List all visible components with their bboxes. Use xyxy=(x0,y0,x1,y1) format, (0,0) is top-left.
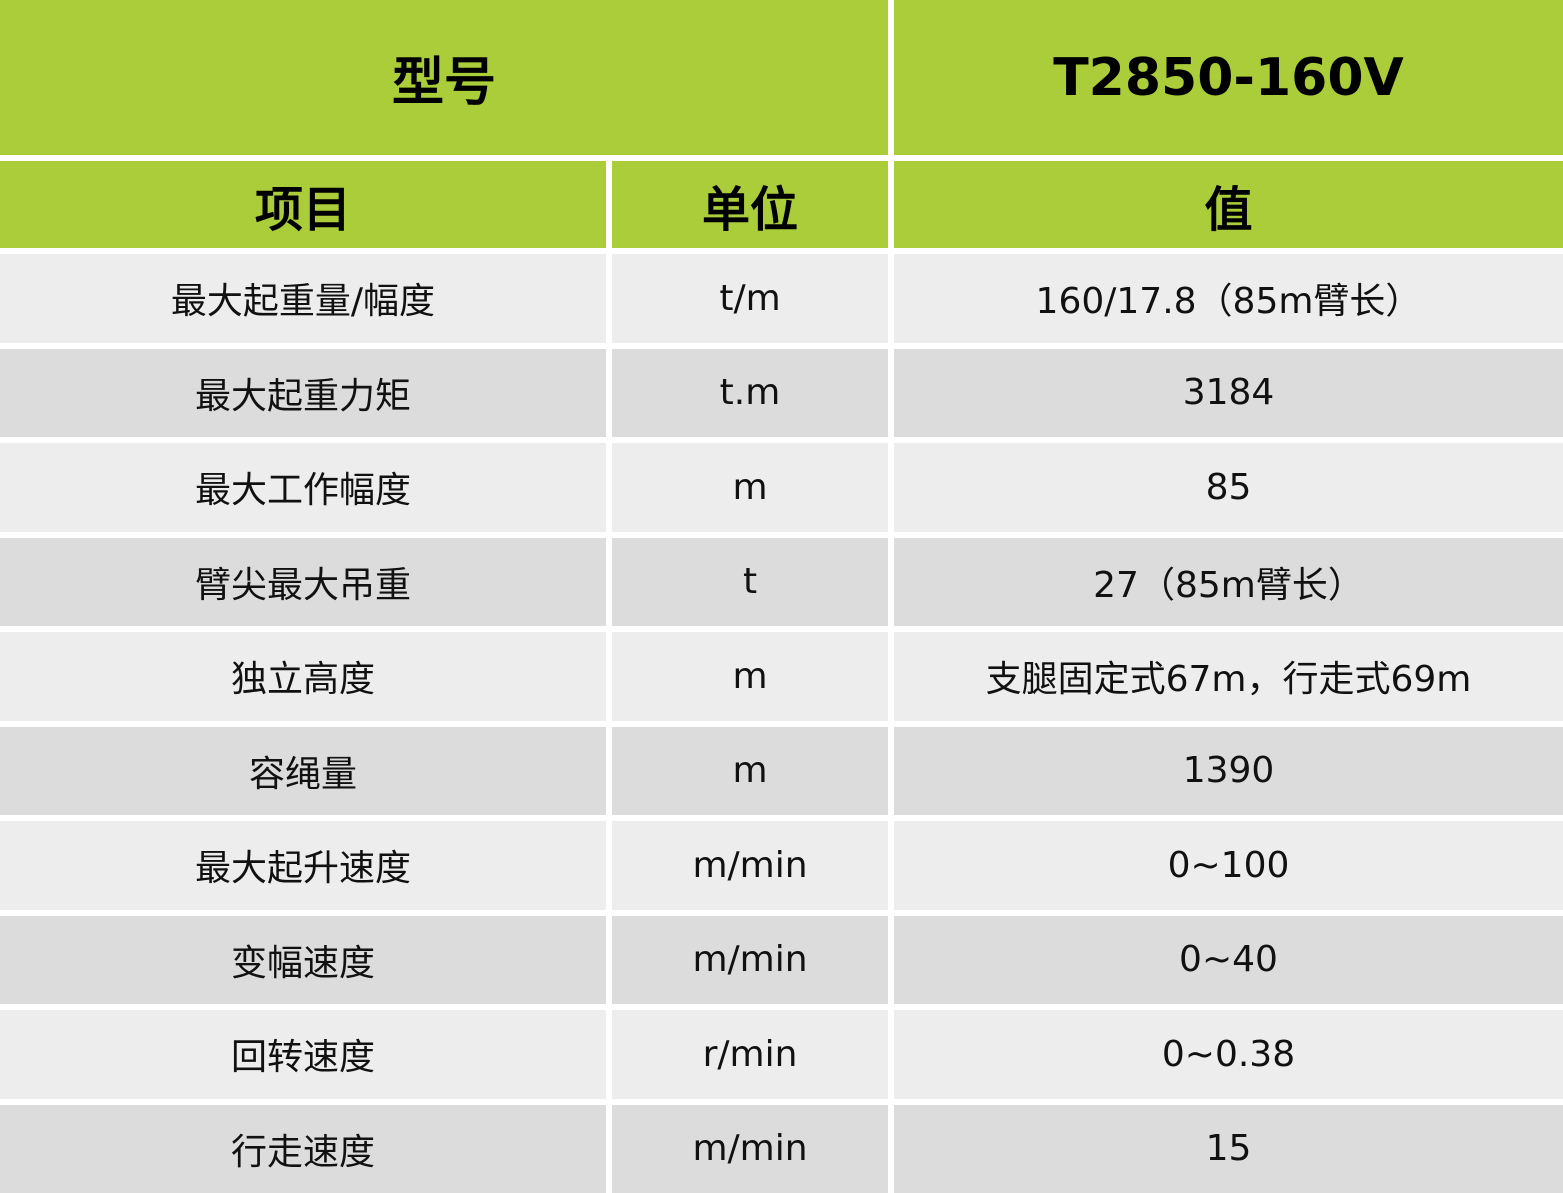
table-cell-item: 最大起重量/幅度 xyxy=(0,254,606,343)
table-cell-item: 最大起重力矩 xyxy=(0,348,606,437)
table-cell-unit: m xyxy=(612,443,888,532)
table-cell-value: 3184 xyxy=(894,348,1563,437)
table-cell-unit: m xyxy=(612,726,888,815)
table-cell-value: 27（85m臂长） xyxy=(894,537,1563,626)
column-header-item: 项目 xyxy=(0,161,606,248)
table-cell-item: 回转速度 xyxy=(0,1010,606,1099)
table-cell-value: 160/17.8（85m臂长） xyxy=(894,254,1563,343)
table-cell-item: 变幅速度 xyxy=(0,915,606,1004)
table-cell-unit: m/min xyxy=(612,821,888,910)
table-cell-value: 1390 xyxy=(894,726,1563,815)
table-cell-value: 0~40 xyxy=(894,915,1563,1004)
table-cell-unit: m/min xyxy=(612,1104,888,1193)
column-header-unit: 单位 xyxy=(612,161,888,248)
table-cell-item: 独立高度 xyxy=(0,632,606,721)
table-cell-unit: t xyxy=(612,537,888,626)
table-cell-item: 最大工作幅度 xyxy=(0,443,606,532)
column-header-value: 值 xyxy=(894,161,1563,248)
table-cell-item: 容绳量 xyxy=(0,726,606,815)
table-cell-value: 支腿固定式67m，行走式69m xyxy=(894,632,1563,721)
table-cell-unit: m xyxy=(612,632,888,721)
table-cell-item: 行走速度 xyxy=(0,1104,606,1193)
table-cell-value: 0~100 xyxy=(894,821,1563,910)
table-cell-item: 臂尖最大吊重 xyxy=(0,537,606,626)
table-cell-value: 15 xyxy=(894,1104,1563,1193)
table-cell-unit: t/m xyxy=(612,254,888,343)
table-cell-unit: m/min xyxy=(612,915,888,1004)
table-cell-value: 0~0.38 xyxy=(894,1010,1563,1099)
model-label: 型号 xyxy=(0,0,888,155)
model-value: T2850-160V xyxy=(894,0,1563,155)
table-cell-unit: t.m xyxy=(612,348,888,437)
table-cell-item: 最大起升速度 xyxy=(0,821,606,910)
table-cell-value: 85 xyxy=(894,443,1563,532)
table-cell-unit: r/min xyxy=(612,1010,888,1099)
